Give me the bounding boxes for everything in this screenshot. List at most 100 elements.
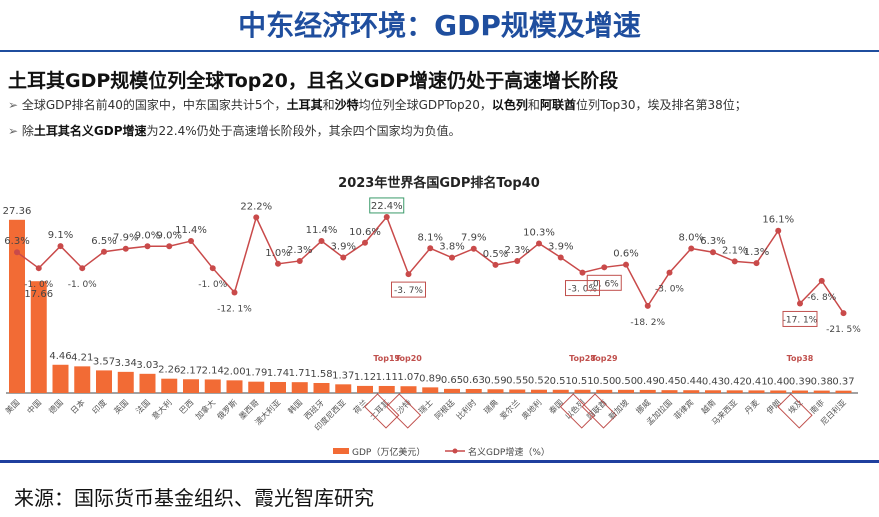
bullet-text: 土耳其名义GDP增速: [33, 124, 147, 138]
growth-point: [275, 260, 281, 267]
category-label: 瑞士: [416, 397, 434, 415]
growth-point: [188, 238, 194, 245]
growth-value-label: 0.6%: [613, 249, 638, 260]
gdp-value-label: 0.50: [593, 376, 615, 387]
gdp-value-label: 0.43: [702, 376, 724, 387]
gdp-value-label: 0.89: [419, 373, 441, 384]
gdp-value-label: 1.11: [376, 372, 398, 383]
growth-value-label: 0.5%: [483, 249, 508, 260]
growth-point: [797, 300, 803, 307]
gdp-value-label: 1.71: [289, 368, 311, 379]
category-label: 爱尔兰: [498, 397, 522, 421]
category-label: 南非: [808, 397, 826, 415]
gdp-value-label: 1.74: [267, 368, 289, 379]
gdp-value-label: 0.39: [789, 377, 811, 388]
growth-point: [753, 260, 760, 267]
gdp-bar: [748, 390, 765, 393]
gdp-bar: [596, 389, 613, 393]
growth-point: [601, 264, 608, 271]
gdp-value-label: 1.58: [310, 369, 332, 380]
gdp-bar: [335, 384, 352, 393]
growth-value-label: -3. 7%: [394, 286, 423, 296]
gdp-bar: [30, 281, 47, 393]
growth-value-label: 6.3%: [4, 236, 29, 247]
growth-value-label: -21. 5%: [826, 325, 861, 335]
rank-tag: Top38: [787, 354, 814, 363]
growth-point: [470, 245, 477, 252]
growth-value-label: 8.1%: [418, 232, 443, 243]
growth-value-label: -6. 8%: [807, 293, 836, 303]
gdp-bar: [705, 390, 721, 393]
category-label: 韩国: [286, 397, 304, 415]
growth-point: [14, 249, 20, 256]
category-label: 法国: [134, 397, 152, 415]
gdp-bar: [357, 385, 373, 393]
gdp-bar: [139, 373, 156, 393]
category-label: 加拿大: [193, 397, 217, 421]
growth-point: [623, 261, 629, 268]
growth-point: [557, 254, 564, 261]
category-label: 越南: [699, 397, 717, 415]
growth-value-label: -18. 2%: [630, 318, 665, 328]
gdp-value-label: 2.00: [223, 366, 245, 377]
legend-gdp-label: GDP（万亿美元）: [352, 446, 425, 458]
growth-value-label: 6.3%: [700, 236, 725, 247]
growth-value-label: -1. 0%: [198, 280, 227, 290]
growth-point: [231, 289, 238, 296]
bullet-text: 土耳其: [286, 98, 323, 112]
category-label: 中国: [25, 397, 43, 415]
growth-value-label: 7.9%: [461, 233, 486, 244]
gdp-bar: [422, 387, 439, 393]
category-label: 奥地利: [519, 397, 543, 421]
growth-value-label: 9.0%: [157, 230, 182, 241]
bullet-marker-icon: ➢: [8, 98, 22, 112]
growth-value-label: 8.0%: [679, 232, 704, 243]
bullet-text: 和: [527, 98, 540, 112]
category-label: 美国: [3, 397, 21, 415]
category-label: 意大利: [150, 397, 174, 421]
source-note: 来源：国际货币基金组织、霞光智库研究: [14, 486, 374, 510]
growth-point: [122, 245, 129, 252]
growth-point: [840, 310, 847, 317]
growth-value-label: 22.2%: [240, 201, 272, 212]
category-label: 荷兰: [351, 397, 369, 415]
category-label: 埃及: [786, 397, 804, 415]
gdp-value-label: 0.51: [550, 376, 572, 387]
gdp-value-label: 0.51: [571, 376, 593, 387]
growth-value-label: 2.1%: [722, 245, 747, 256]
growth-value-label: 2.3%: [505, 245, 530, 256]
highlight-box: [565, 280, 600, 297]
growth-value-label: -1. 0%: [68, 280, 97, 290]
gdp-bar: [531, 389, 547, 393]
category-label: 日本: [68, 397, 86, 415]
growth-point: [731, 258, 738, 265]
growth-point: [318, 238, 325, 245]
gdp-value-label: 27.36: [3, 206, 32, 217]
highlight-box: [782, 310, 818, 327]
legend-line-marker: [452, 448, 458, 454]
gdp-bar: [813, 390, 830, 393]
gdp-bar: [509, 389, 526, 393]
category-label: 沙特: [395, 397, 413, 415]
gdp-bar: [444, 388, 460, 393]
gdp-value-label: 0.49: [637, 376, 659, 387]
growth-point: [57, 243, 64, 250]
gdp-bar: [161, 378, 178, 393]
growth-point: [209, 265, 216, 272]
gdp-bar: [574, 389, 591, 393]
slide-title: 中东经济环境：GDP规模及增速: [238, 9, 641, 42]
growth-point: [79, 265, 86, 272]
growth-value-label: 3.9%: [331, 241, 356, 252]
gdp-bar: [204, 379, 221, 393]
gdp-value-label: 0.41: [745, 376, 767, 387]
highlight-box: [586, 274, 622, 291]
growth-point: [688, 245, 695, 252]
growth-point: [296, 257, 303, 264]
growth-point: [514, 257, 521, 264]
gdp-value-label: 3.34: [115, 358, 137, 369]
section-heading: 土耳其GDP规模位列全球Top20，且名义GDP增速仍处于高速增长阶段: [8, 70, 619, 92]
chart-title: 2023年世界各国GDP排名Top40: [338, 175, 540, 191]
gdp-bar: [183, 379, 199, 393]
growth-value-label: 11.4%: [306, 225, 338, 236]
gdp-value-label: 0.37: [832, 377, 854, 388]
